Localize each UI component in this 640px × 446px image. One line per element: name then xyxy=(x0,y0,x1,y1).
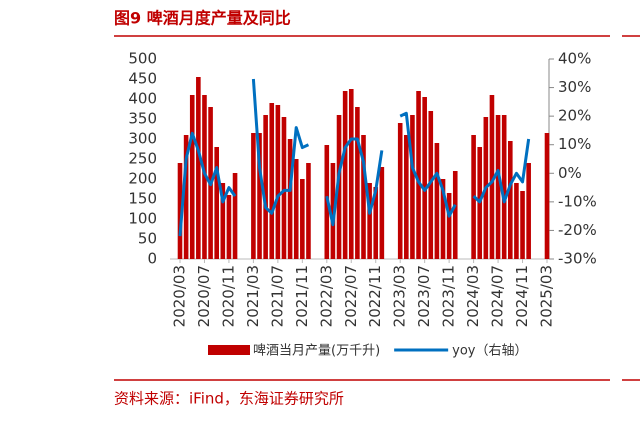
bar xyxy=(495,115,501,259)
x-tick-label: 2020/11 xyxy=(219,265,237,327)
y-tick-label: 200 xyxy=(128,170,157,188)
bar xyxy=(342,91,348,259)
bar xyxy=(483,117,489,259)
bar xyxy=(397,123,403,259)
chart-title: 图9 啤酒月度产量及同比 xyxy=(114,9,291,28)
bar xyxy=(202,95,207,259)
x-tick-label: 2024/03 xyxy=(464,265,482,327)
bar xyxy=(355,107,360,259)
bar xyxy=(416,91,421,259)
bar xyxy=(477,147,483,259)
bar xyxy=(434,143,440,259)
y2-tick-label: -10% xyxy=(558,192,597,210)
bar xyxy=(471,135,476,259)
bar xyxy=(257,133,262,259)
bar xyxy=(189,95,195,259)
bar xyxy=(336,115,342,259)
bar xyxy=(440,179,446,259)
bar xyxy=(306,163,311,259)
y-tick-label: 150 xyxy=(128,190,157,208)
legend-label: yoy（右轴） xyxy=(452,344,527,359)
bar xyxy=(422,97,427,259)
y-tick-label: 300 xyxy=(128,130,157,148)
bar xyxy=(275,105,281,259)
y2-tick-label: -30% xyxy=(558,250,597,268)
y-tick-label: 100 xyxy=(128,210,157,228)
bar xyxy=(177,163,183,259)
bar xyxy=(379,167,385,259)
bar xyxy=(324,145,330,259)
bar xyxy=(251,133,256,259)
bar xyxy=(281,117,287,259)
source-note: 资料来源：iFind，东海证券研究所 xyxy=(114,390,344,408)
bar xyxy=(404,135,409,259)
x-tick-label: 2022/03 xyxy=(317,265,335,327)
bar xyxy=(544,133,550,259)
bar xyxy=(232,173,238,259)
y-tick-label: 350 xyxy=(128,110,157,128)
y2-tick-label: 10% xyxy=(558,135,591,153)
bar xyxy=(287,139,293,259)
bar xyxy=(446,193,452,259)
bar xyxy=(330,163,336,259)
x-tick-label: 2021/03 xyxy=(244,265,262,327)
y-tick-label: 0 xyxy=(147,250,157,268)
bar xyxy=(526,163,531,259)
bar xyxy=(520,191,525,259)
y2-tick-label: 30% xyxy=(558,78,591,96)
bar xyxy=(269,103,275,259)
y-tick-label: 50 xyxy=(138,230,157,248)
bar xyxy=(226,195,232,259)
legend-swatch xyxy=(208,345,250,355)
x-tick-label: 2021/07 xyxy=(268,265,286,327)
bar xyxy=(508,141,513,259)
bar xyxy=(361,135,366,259)
legend-label: 啤酒当月产量(万千升) xyxy=(253,344,380,359)
x-tick-label: 2022/11 xyxy=(366,265,384,327)
y-tick-label: 450 xyxy=(128,70,157,88)
y2-tick-label: 0% xyxy=(558,164,582,182)
x-tick-label: 2021/11 xyxy=(293,265,311,327)
y-tick-label: 250 xyxy=(128,150,157,168)
bar xyxy=(367,183,372,259)
bar xyxy=(373,187,379,259)
x-tick-label: 2023/03 xyxy=(391,265,409,327)
bar xyxy=(501,115,507,259)
bar xyxy=(428,111,434,259)
x-tick-label: 2023/07 xyxy=(415,265,433,327)
bar xyxy=(214,147,219,259)
x-tick-label: 2023/11 xyxy=(440,265,458,327)
bar xyxy=(300,179,305,259)
y-tick-label: 500 xyxy=(128,50,157,68)
x-tick-label: 2020/07 xyxy=(195,265,213,327)
y2-tick-label: 20% xyxy=(558,107,591,125)
bar xyxy=(263,115,268,259)
y2-tick-label: -20% xyxy=(558,221,597,239)
bar xyxy=(196,77,201,259)
bar xyxy=(293,159,299,259)
x-tick-label: 2024/11 xyxy=(513,265,531,327)
y2-tick-label: 40% xyxy=(558,50,591,68)
x-tick-label: 2024/07 xyxy=(489,265,507,327)
x-tick-label: 2025/03 xyxy=(538,265,556,327)
bar xyxy=(514,183,519,259)
bar xyxy=(489,95,495,259)
bar xyxy=(410,115,415,259)
bar xyxy=(452,171,458,259)
x-tick-label: 2022/07 xyxy=(342,265,360,327)
bar xyxy=(208,107,213,259)
bar xyxy=(220,183,226,259)
bar xyxy=(348,89,354,259)
bar xyxy=(183,135,189,259)
y-tick-label: 400 xyxy=(128,90,157,108)
x-tick-label: 2020/03 xyxy=(171,265,189,327)
